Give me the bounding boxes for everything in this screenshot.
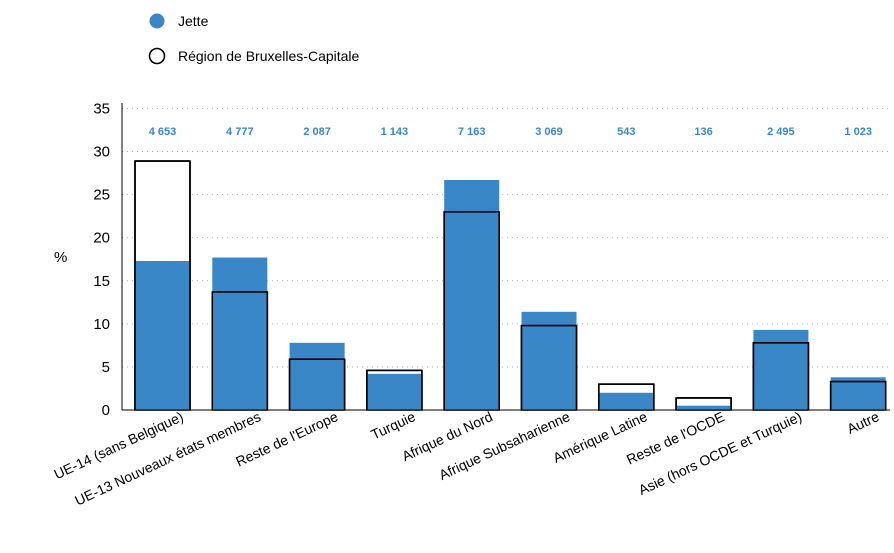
bar-jette — [135, 260, 190, 410]
bar-jette — [289, 342, 345, 410]
count-label: 136 — [694, 126, 712, 138]
bar-jette — [830, 377, 886, 410]
legend-swatch-jette — [149, 13, 165, 29]
x-tick-label: Afrique Subsaharienne — [436, 408, 572, 483]
count-label: 543 — [617, 126, 635, 138]
bar-jette — [598, 392, 654, 410]
y-tick-label: 0 — [102, 402, 110, 419]
y-tick-label: 30 — [93, 144, 110, 161]
legend-label-jette: Jette — [178, 13, 209, 29]
count-label: 1 023 — [844, 126, 872, 138]
x-axis-labels: UE-14 (sans Belgique)UE-13 Nouveaux état… — [51, 408, 881, 508]
x-tick-label: UE-14 (sans Belgique) — [51, 408, 185, 482]
y-tick-label: 15 — [93, 273, 110, 290]
bar-jette — [444, 179, 500, 410]
bar-jette — [212, 257, 268, 410]
bar-jette — [676, 405, 732, 410]
count-label: 2 495 — [767, 126, 795, 138]
y-tick-label: 25 — [93, 187, 110, 204]
y-tick-label: 20 — [93, 230, 110, 247]
count-labels: 4 653 4 777 2 087 1 143 7 163 3 069 543 136 2 49… — [149, 126, 872, 138]
count-label: 4 653 — [149, 126, 177, 138]
legend-label-bruxelles: Région de Bruxelles-Capitale — [178, 48, 360, 64]
count-label: 2 087 — [303, 126, 331, 138]
count-label: 7 163 — [458, 126, 486, 138]
bars — [122, 160, 890, 411]
count-label: 3 069 — [535, 126, 563, 138]
y-tick-label: 10 — [93, 316, 110, 333]
y-tick-label: 35 — [93, 101, 110, 118]
y-axis-label: % — [54, 249, 67, 266]
legend: Jette Région de Bruxelles-Capitale — [148, 13, 360, 65]
x-tick-label: Autre — [844, 408, 881, 437]
bar-jette — [753, 329, 809, 410]
y-tick-label: 5 — [102, 359, 110, 376]
count-label: 4 777 — [226, 126, 254, 138]
bar-jette — [366, 373, 422, 410]
count-label: 1 143 — [381, 126, 409, 138]
legend-swatch-bruxelles — [148, 47, 166, 65]
x-tick-label: Turquie — [368, 408, 418, 442]
y-axis-ticks: 0 5 10 15 20 25 30 35 — [93, 101, 110, 420]
bar-jette — [521, 311, 577, 410]
